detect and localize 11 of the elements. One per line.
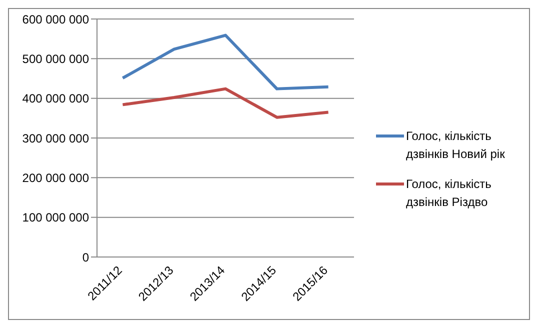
y-tick-label: 300 000 000: [22, 131, 90, 146]
line-series: [121, 87, 330, 119]
y-tick-label: 0: [82, 250, 90, 264]
y-tick-label: 600 000 000: [22, 12, 90, 26]
y-tick-label: 400 000 000: [22, 92, 90, 106]
y-tick-label: 100 000 000: [22, 210, 90, 225]
legend-label: Голос, кількість дзвінків Різдво: [406, 176, 492, 211]
y-tick-label: 500 000 000: [22, 52, 90, 66]
legend-label: Голос, кількість дзвінків Новий рік: [406, 128, 506, 163]
line-series: [121, 34, 330, 90]
y-tick-label: 200 000 000: [22, 170, 90, 185]
